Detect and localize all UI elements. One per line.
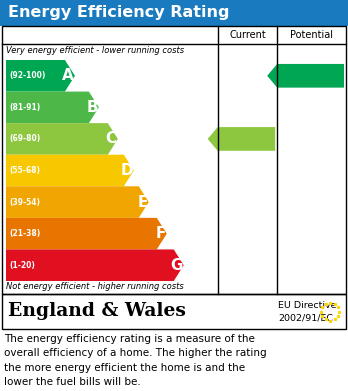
Text: C: C	[106, 131, 117, 146]
Text: G: G	[170, 258, 183, 273]
Text: (92-100): (92-100)	[9, 71, 45, 80]
Text: (81-91): (81-91)	[9, 103, 40, 112]
Polygon shape	[6, 186, 149, 218]
Text: (55-68): (55-68)	[9, 166, 40, 175]
Text: Very energy efficient - lower running costs: Very energy efficient - lower running co…	[6, 46, 184, 55]
Text: Current: Current	[229, 30, 266, 40]
Text: Potential: Potential	[290, 30, 333, 40]
Polygon shape	[6, 91, 99, 123]
Text: EU Directive
2002/91/EC: EU Directive 2002/91/EC	[278, 301, 337, 322]
Polygon shape	[267, 64, 344, 88]
Text: 76: 76	[235, 132, 254, 146]
Polygon shape	[6, 218, 167, 249]
Polygon shape	[6, 249, 184, 281]
Polygon shape	[6, 60, 75, 91]
Text: (21-38): (21-38)	[9, 229, 40, 238]
Polygon shape	[6, 123, 118, 155]
Text: F: F	[156, 226, 166, 241]
Text: (1-20): (1-20)	[9, 261, 35, 270]
Text: The energy efficiency rating is a measure of the
overall efficiency of a home. T: The energy efficiency rating is a measur…	[4, 334, 267, 387]
Text: Energy Efficiency Rating: Energy Efficiency Rating	[8, 5, 229, 20]
Bar	[0, 0, 348, 26]
Text: E: E	[137, 195, 148, 210]
Text: 92: 92	[299, 69, 318, 83]
Text: England & Wales: England & Wales	[8, 303, 186, 321]
Text: Not energy efficient - higher running costs: Not energy efficient - higher running co…	[6, 282, 184, 291]
Bar	[2, 294, 346, 329]
Text: (39-54): (39-54)	[9, 197, 40, 206]
Text: (69-80): (69-80)	[9, 135, 40, 143]
Text: A: A	[62, 68, 74, 83]
Text: D: D	[120, 163, 133, 178]
Circle shape	[317, 298, 343, 325]
Text: B: B	[86, 100, 98, 115]
Bar	[2, 26, 346, 294]
Polygon shape	[208, 127, 275, 151]
Polygon shape	[6, 155, 134, 186]
